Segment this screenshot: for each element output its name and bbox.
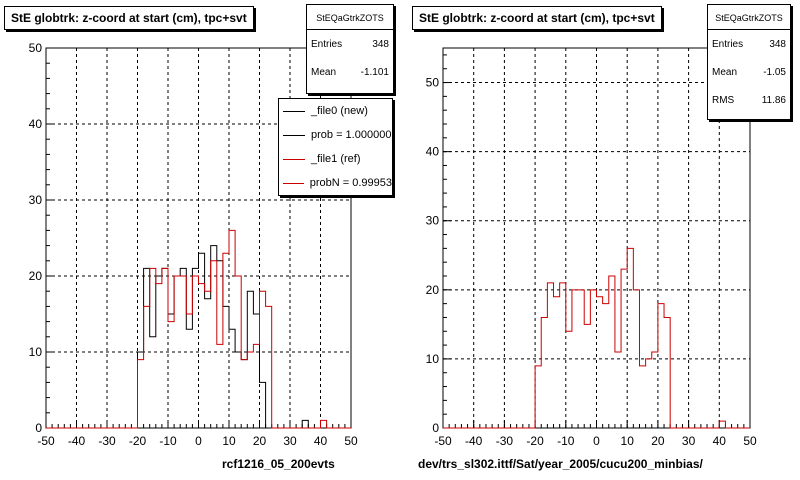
right-ytick-label-5: 50 [426, 76, 440, 90]
left-ytick-label-4: 40 [29, 117, 43, 131]
left-footer-text: rcf1216_05_200evts [222, 457, 335, 471]
right-xtick-label-5: 0 [593, 434, 600, 448]
left-xtick-label-7: 20 [253, 434, 267, 448]
left-xtick-label-0: -50 [37, 434, 55, 448]
left-stats-mean-value: -1.101 [360, 66, 389, 78]
left-stats-entries-row: Entries 348 [307, 30, 393, 58]
right-stats-entries-label: Entries [712, 38, 744, 50]
right-footer-label: dev/trs_sl302.ittf/Sat/year_2005/cucu200… [418, 457, 703, 471]
left-stats-entries-label: Entries [311, 38, 343, 50]
left-xtick-label-1: -40 [68, 434, 86, 448]
left-stats-mean-row: Mean -1.101 [307, 58, 393, 86]
right-stats-mean-label: Mean [712, 66, 738, 78]
left-ytick-label-3: 30 [29, 193, 43, 207]
right-xtick-label-10: 50 [743, 434, 757, 448]
legend-entry-file0: _file0 (new) [279, 99, 392, 123]
right-stats-mean-row: Mean -1.05 [708, 58, 790, 86]
left-xtick-label-8: 30 [283, 434, 297, 448]
left-ytick-label-2: 20 [29, 269, 43, 283]
left-xtick-label-2: -30 [98, 434, 116, 448]
right-stats-mean-value: -1.05 [763, 66, 786, 78]
right-stats-rms-value: 11.86 [761, 94, 786, 106]
right-footer-text: dev/trs_sl302.ittf/Sat/year_2005/cucu200… [418, 457, 703, 471]
left-xtick-label-9: 40 [314, 434, 328, 448]
left-chart-title: StE globtrk: z-coord at start (cm), tpc+… [4, 6, 254, 30]
right-histogram-series-0 [443, 247, 750, 429]
left-xtick-label-3: -20 [129, 434, 147, 448]
left-xtick-label-4: -10 [159, 434, 177, 448]
right-ytick-label-0: 0 [432, 421, 439, 435]
left-xtick-label-6: 10 [222, 434, 236, 448]
legend-line-red [283, 158, 305, 160]
right-xtick-label-2: -30 [496, 434, 514, 448]
right-xtick-label-1: -40 [465, 434, 483, 448]
legend-entry-file1: _file1 (ref) [279, 147, 392, 171]
left-ytick-label-1: 10 [29, 345, 43, 359]
right-xtick-label-8: 30 [682, 434, 696, 448]
right-chart-title: StE globtrk: z-coord at start (cm), tpc+… [412, 6, 662, 30]
right-ytick-label-1: 10 [426, 352, 440, 366]
right-xtick-label-0: -50 [434, 434, 452, 448]
left-stats-entries-value: 348 [372, 38, 389, 50]
left-ytick-label-0: 0 [35, 421, 42, 435]
legend-label-file1: _file1 (ref) [311, 153, 361, 165]
right-plot: -50 -40 -30 -20 -10 0 10 20 30 40 50 0 10 20 30 40 50 [426, 47, 757, 448]
right-xtick-label-9: 40 [713, 434, 727, 448]
legend-line-black-2 [283, 134, 305, 136]
right-xtick-label-3: -20 [526, 434, 544, 448]
right-xtick-label-4: -10 [557, 434, 575, 448]
left-legend: _file0 (new) prob = 1.000000 _file1 (ref… [278, 98, 393, 196]
right-stats-name: StEQaGtrkZOTS [708, 5, 790, 30]
right-stats-rms-label: RMS [712, 94, 735, 106]
right-ytick-label-4: 40 [426, 145, 440, 159]
left-plot: -50 -40 -30 -20 -10 0 10 20 30 40 50 0 10 20 30 40 50 [29, 41, 358, 448]
legend-entry-prob: prob = 1.000000 [279, 123, 392, 147]
right-stats-box: StEQaGtrkZOTS Entries 348 Mean -1.05 RMS… [707, 4, 791, 120]
legend-entry-probn: probN = 0.99953 [279, 171, 392, 195]
left-histogram-series-1 [46, 229, 351, 429]
legend-line-red-2 [283, 182, 304, 184]
right-stats-rms-row: RMS 11.86 [708, 86, 790, 114]
left-stats-name: StEQaGtrkZOTS [307, 5, 393, 30]
left-stats-mean-label: Mean [311, 66, 337, 78]
right-stats-entries-row: Entries 348 [708, 30, 790, 58]
right-xtick-label-6: 10 [621, 434, 635, 448]
right-xtick-label-7: 20 [651, 434, 665, 448]
left-chart-title-text: StE globtrk: z-coord at start (cm), tpc+… [11, 11, 247, 25]
legend-label-probn: probN = 0.99953 [309, 177, 392, 189]
right-ytick-label-3: 30 [426, 214, 440, 228]
legend-line-black [283, 110, 305, 112]
left-stats-box: StEQaGtrkZOTS Entries 348 Mean -1.101 [306, 4, 394, 94]
legend-label-file0: _file0 (new) [311, 105, 368, 117]
left-ytick-label-5: 50 [29, 41, 43, 55]
left-xtick-label-10: 50 [344, 434, 358, 448]
right-stats-entries-value: 348 [769, 38, 786, 50]
left-xtick-label-5: 0 [195, 434, 202, 448]
right-chart-title-text: StE globtrk: z-coord at start (cm), tpc+… [419, 11, 655, 25]
left-footer-label: rcf1216_05_200evts [222, 457, 335, 471]
right-ytick-label-2: 20 [426, 283, 440, 297]
legend-label-prob: prob = 1.000000 [311, 129, 392, 141]
